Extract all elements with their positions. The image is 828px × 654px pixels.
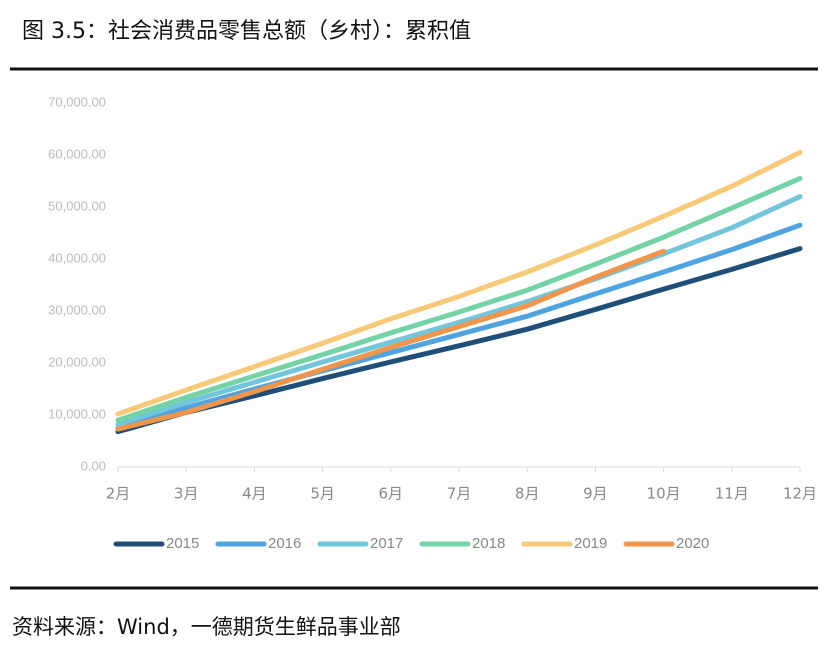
legend-label: 2020 [676,535,709,552]
y-tick-label: 20,000.00 [48,354,106,369]
y-tick-label: 0.00 [81,458,106,473]
chart-title: 图 3.5：社会消费品零售总额（乡村）：累积值 [22,19,471,44]
x-tick-label: 7月 [447,485,472,503]
legend-label: 2015 [166,535,199,552]
x-tick-label: 9月 [583,485,608,503]
x-tick-label: 6月 [379,485,404,503]
y-tick-label: 10,000.00 [48,406,106,421]
series-line [115,222,803,431]
legend-label: 2016 [268,535,301,552]
x-tick-label: 4月 [242,485,267,503]
x-tick-label: 11月 [715,485,749,503]
y-tick-label: 60,000.00 [48,146,106,161]
series-line [115,175,803,423]
y-tick-label: 30,000.00 [48,302,106,317]
x-tick-label: 2月 [106,485,131,503]
series-line [115,246,803,435]
series-line [115,248,667,432]
y-tick-label: 40,000.00 [48,250,106,265]
legend-label: 2018 [472,535,505,552]
x-tick-label: 5月 [310,485,335,503]
x-tick-label: 8月 [515,485,540,503]
x-tick-label: 10月 [647,485,681,503]
series-line [115,149,803,417]
y-tick-label: 50,000.00 [48,198,106,213]
legend-label: 2019 [574,535,607,552]
legend-label: 2017 [370,535,403,552]
x-tick-label: 3月 [174,485,199,503]
y-tick-label: 70,000.00 [48,94,106,109]
x-tick-label: 12月 [783,485,817,503]
series-line [115,194,803,427]
source: 资料来源：Wind，一德期货生鲜品事业部 [12,615,401,639]
